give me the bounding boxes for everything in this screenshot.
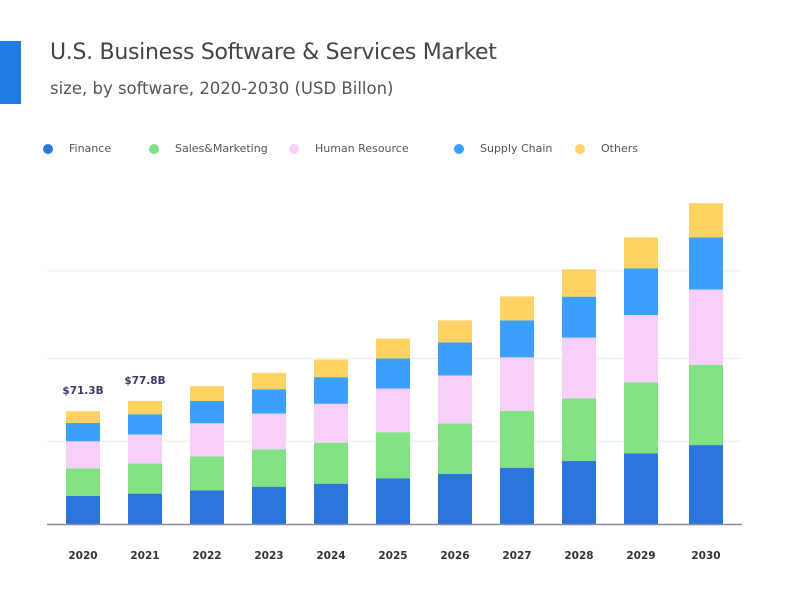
x-tick-label: 2025 [378,550,407,562]
bar-segment-others-2026 [438,320,472,343]
bar-segment-human-resource-2022 [190,423,224,457]
chart-subtitle: size, by software, 2020-2030 (USD Billon… [50,79,394,98]
x-tick-label: 2028 [564,550,593,562]
bar-segment-human-resource-2030 [689,289,723,366]
bar-segment-supply-chain-2022 [190,400,224,424]
bar-segment-human-resource-2025 [376,388,410,433]
bar-segment-others-2023 [252,372,286,390]
bar-segment-others-2022 [190,386,224,401]
bar-segment-others-2021 [128,400,162,415]
legend-item-supply-chain: Supply Chain [454,142,552,155]
bar-segment-supply-chain-2026 [438,342,472,376]
bar-segment-human-resource-2026 [438,375,472,424]
bar-segment-human-resource-2027 [500,357,534,412]
x-tick-label: 2030 [691,550,720,562]
chart-title: U.S. Business Software & Services Market [50,40,497,65]
bar-segment-human-resource-2028 [562,337,596,399]
legend-swatch [43,143,53,154]
bar-segment-finance-2024 [314,483,348,524]
bar-segment-sales-marketing-2026 [438,423,472,475]
bar-segment-finance-2028 [562,461,596,524]
legend-item-sales-marketing: Sales&Marketing [149,142,268,155]
bar-segment-finance-2030 [689,445,723,524]
legend-item-human-resource: Human Resource [289,142,409,155]
data-label-total: $77.8B [124,375,165,387]
x-tick-label: 2024 [316,550,345,562]
bar-segment-sales-marketing-2024 [314,442,348,484]
bar-segment-supply-chain-2024 [314,377,348,404]
x-tick-label: 2021 [130,550,159,562]
x-tick-label: 2023 [254,550,283,562]
legend-label: Finance [69,142,112,155]
bar-segment-sales-marketing-2023 [252,449,286,487]
bar-segment-sales-marketing-2025 [376,432,410,479]
bar-segment-supply-chain-2028 [562,296,596,338]
bar-segment-sales-marketing-2022 [190,456,224,491]
bar-segment-sales-marketing-2020 [66,468,100,496]
bar-segment-finance-2023 [252,486,286,524]
legend-item-others: Others [575,142,638,155]
x-tick-label: 2020 [68,550,97,562]
data-label-total: $71.3B [62,385,103,397]
legend-swatch [289,143,299,154]
bar-segment-human-resource-2021 [128,434,162,464]
bar-segment-finance-2020 [66,495,100,524]
bar-segment-supply-chain-2023 [252,389,286,414]
bar-segment-human-resource-2024 [314,403,348,443]
bar-segment-finance-2026 [438,474,472,524]
bar-segment-supply-chain-2030 [689,237,723,290]
legend: Finance Sales&Marketing Human Resource S… [0,142,800,158]
title-accent-bar [0,41,21,104]
bar-segment-finance-2025 [376,478,410,524]
bar-segment-sales-marketing-2030 [689,365,723,446]
bar-segment-others-2024 [314,359,348,378]
bar-segment-supply-chain-2025 [376,358,410,389]
bar-segment-others-2030 [689,203,723,238]
bar-segment-sales-marketing-2021 [128,463,162,494]
bar-segment-others-2029 [624,237,658,269]
legend-label: Supply Chain [480,142,553,155]
legend-label: Others [601,142,638,155]
bar-segment-supply-chain-2021 [128,414,162,435]
bar-segment-human-resource-2023 [252,413,286,450]
bar-segment-finance-2022 [190,490,224,524]
bar-segment-sales-marketing-2029 [624,382,658,454]
legend-item-finance: Finance [43,142,111,155]
bar-segment-sales-marketing-2027 [500,411,534,468]
bar-segment-finance-2021 [128,493,162,524]
x-tick-label: 2027 [502,550,531,562]
bar-segment-human-resource-2029 [624,315,658,383]
bar-segment-supply-chain-2020 [66,422,100,442]
legend-swatch [575,143,585,154]
x-tick-label: 2029 [626,550,655,562]
bar-segment-others-2027 [500,296,534,321]
bar-segment-finance-2027 [500,467,534,524]
bar-segment-others-2028 [562,269,596,297]
bar-segment-supply-chain-2027 [500,320,534,358]
legend-swatch [454,143,464,154]
bar-segment-supply-chain-2029 [624,268,658,316]
bar-segment-others-2020 [66,411,100,423]
bar-segment-human-resource-2020 [66,441,100,469]
bar-segment-others-2025 [376,338,410,359]
bar-segment-sales-marketing-2028 [562,398,596,462]
legend-label: Human Resource [315,142,409,155]
legend-label: Sales&Marketing [175,142,268,155]
legend-swatch [149,143,159,154]
x-tick-label: 2026 [440,550,469,562]
bar-segment-finance-2029 [624,453,658,524]
x-tick-label: 2022 [192,550,221,562]
